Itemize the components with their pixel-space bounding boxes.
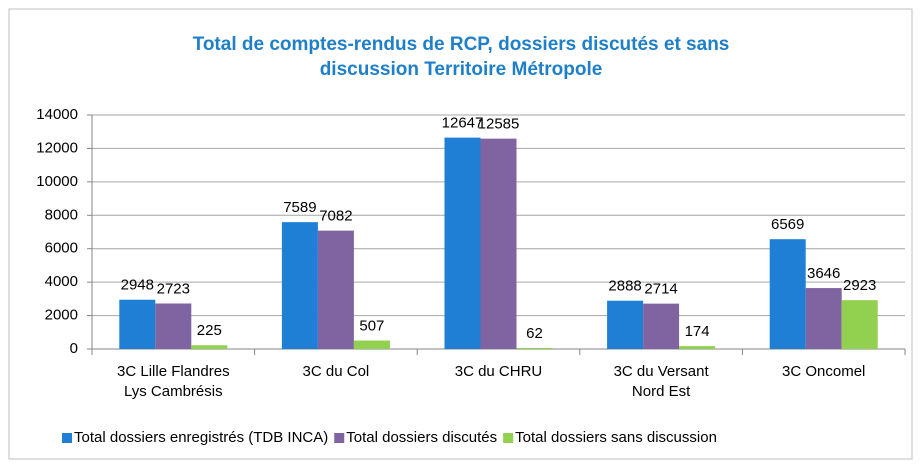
bar [155,303,192,349]
data-label: 225 [197,322,222,339]
legend-label: Total dossiers discutés [346,429,497,446]
data-label: 174 [685,323,710,340]
y-tick-label: 10000 [36,173,78,190]
data-label: 2948 [121,277,154,294]
data-label: 12647 [442,115,484,132]
y-tick-label: 14000 [36,106,78,123]
bar [769,239,806,349]
bar [480,138,517,349]
y-tick-label: 2000 [45,307,78,324]
data-label: 2714 [644,281,677,298]
bar [119,299,156,349]
bar [607,300,644,349]
x-tick-label: 3C du Col [303,363,370,380]
data-label: 3646 [807,265,840,282]
data-label: 6569 [771,216,804,233]
bar [281,222,318,349]
y-tick-label: 6000 [45,240,78,257]
data-label: 507 [359,317,384,334]
legend-swatch [62,433,72,443]
legend-label: Total dossiers sans discussion [515,429,717,446]
bar [444,137,481,349]
chart-title: Total de comptes-rendus de RCP, dossiers… [193,34,730,80]
data-label: 62 [526,325,543,342]
data-label: 12585 [478,116,520,133]
x-tick-label: 3C du CHRU [455,363,543,380]
y-tick-label: 12000 [36,139,78,156]
y-tick-label: 4000 [45,273,78,290]
legend-swatch [503,433,514,443]
legend-label: Total dossiers enregistrés (TDB INCA) [74,429,328,446]
data-label: 2888 [608,278,641,295]
data-label: 7589 [283,199,316,216]
x-tick-label: 3C Oncomel [782,363,865,380]
y-tick-label: 0 [70,340,78,357]
bar [841,300,878,349]
y-tick-label: 8000 [45,206,78,223]
x-tick-label: 3C du Versant Nord Est [614,363,710,400]
legend-swatch [334,433,345,443]
bar [643,303,680,349]
bar [191,345,228,349]
bar [679,346,716,349]
bar [805,288,842,349]
bar [317,230,354,349]
x-tick-label: 3C Lille Flandres Lys Cambrésis [117,363,230,400]
data-label: 2923 [843,277,876,294]
bar [516,347,553,349]
data-label: 7082 [319,208,352,225]
bar [353,340,390,349]
data-label: 2723 [157,280,190,297]
